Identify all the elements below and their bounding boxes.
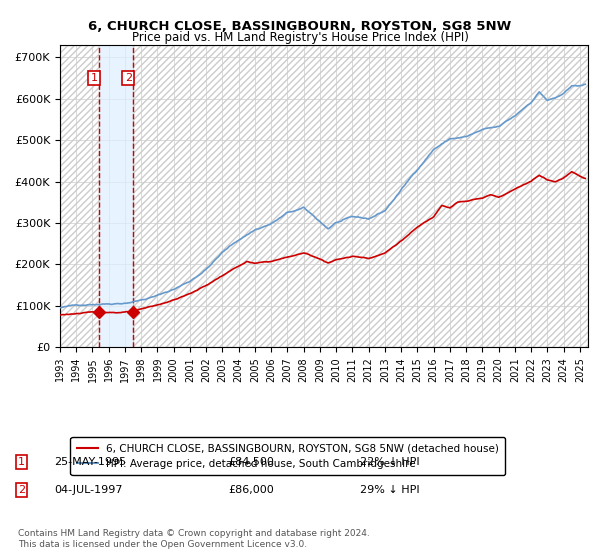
Text: 1: 1 — [18, 457, 25, 467]
Bar — [99, 45, 133, 347]
Text: 25-MAY-1995: 25-MAY-1995 — [54, 457, 126, 467]
Legend: 6, CHURCH CLOSE, BASSINGBOURN, ROYSTON, SG8 5NW (detached house), HPI: Average p: 6, CHURCH CLOSE, BASSINGBOURN, ROYSTON, … — [70, 437, 505, 475]
Text: £86,000: £86,000 — [228, 485, 274, 495]
Text: 04-JUL-1997: 04-JUL-1997 — [54, 485, 122, 495]
Text: 2: 2 — [18, 485, 25, 495]
Text: Price paid vs. HM Land Registry's House Price Index (HPI): Price paid vs. HM Land Registry's House … — [131, 31, 469, 44]
Text: 29% ↓ HPI: 29% ↓ HPI — [360, 485, 419, 495]
Text: 1: 1 — [91, 73, 97, 83]
Text: Contains HM Land Registry data © Crown copyright and database right 2024.
This d: Contains HM Land Registry data © Crown c… — [18, 529, 370, 549]
Text: 2: 2 — [125, 73, 132, 83]
Bar — [60, 45, 99, 347]
Text: £84,500: £84,500 — [228, 457, 274, 467]
Bar — [133, 45, 588, 347]
Text: 6, CHURCH CLOSE, BASSINGBOURN, ROYSTON, SG8 5NW: 6, CHURCH CLOSE, BASSINGBOURN, ROYSTON, … — [88, 20, 512, 32]
Text: 22% ↓ HPI: 22% ↓ HPI — [360, 457, 419, 467]
